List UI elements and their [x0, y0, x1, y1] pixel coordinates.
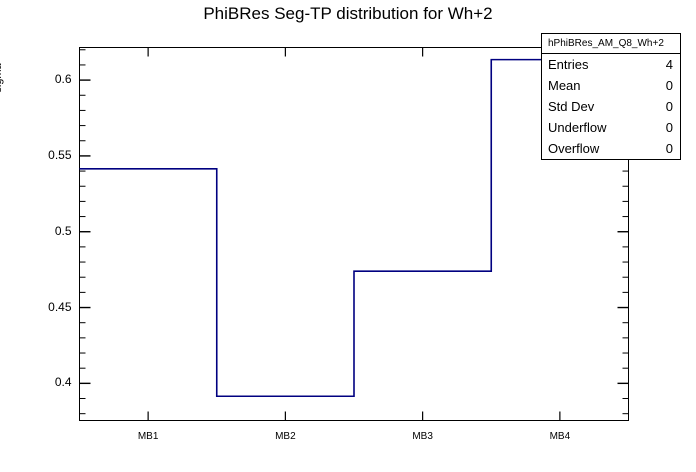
stats-row: Overflow 0 — [542, 138, 680, 159]
stats-row-value: 4 — [665, 57, 673, 72]
stats-row: Std Dev 0 — [542, 96, 680, 117]
histogram-step-line — [79, 58, 629, 398]
y-tick-label: 0.6 — [54, 72, 72, 87]
stats-row-value: 0 — [665, 120, 673, 135]
stats-box-title: hPhiBRes_AM_Q8_Wh+2 — [542, 34, 680, 54]
stats-row: Underflow 0 — [542, 117, 680, 138]
y-tick-label: 0.5 — [54, 223, 72, 238]
stats-row-name: Entries — [548, 57, 589, 72]
x-tick-label: MB3 — [412, 430, 433, 442]
stats-row: Mean 0 — [542, 75, 680, 96]
stats-row-name: Underflow — [548, 120, 607, 135]
x-tick-label: MB1 — [137, 430, 159, 442]
stats-row-value: 0 — [665, 78, 673, 93]
x-tick-label: MB2 — [275, 430, 296, 442]
y-tick-label: 0.55 — [48, 147, 72, 162]
stats-row-name: Std Dev — [548, 99, 595, 114]
y-tick-label: 0.45 — [48, 299, 72, 314]
page-title: PhiBRes Seg-TP distribution for Wh+2 — [203, 4, 493, 23]
stats-row-list: Entries 4 Mean 0 Std Dev 0 Underflow 0 Overflow 0 — [542, 54, 680, 159]
stats-row-value: 0 — [665, 99, 673, 114]
stats-row-name: Overflow — [548, 141, 600, 156]
stats-row-name: Mean — [548, 78, 581, 93]
stats-row: Entries 4 — [542, 54, 680, 75]
plot-frame — [79, 47, 629, 421]
statistics-box[interactable]: hPhiBRes_AM_Q8_Wh+2 Entries 4 Mean 0 Std Dev… — [541, 33, 681, 160]
x-tick-label: MB4 — [549, 430, 571, 442]
stats-row-value: 0 — [665, 141, 673, 156]
y-tick-label: 0.4 — [54, 375, 72, 390]
